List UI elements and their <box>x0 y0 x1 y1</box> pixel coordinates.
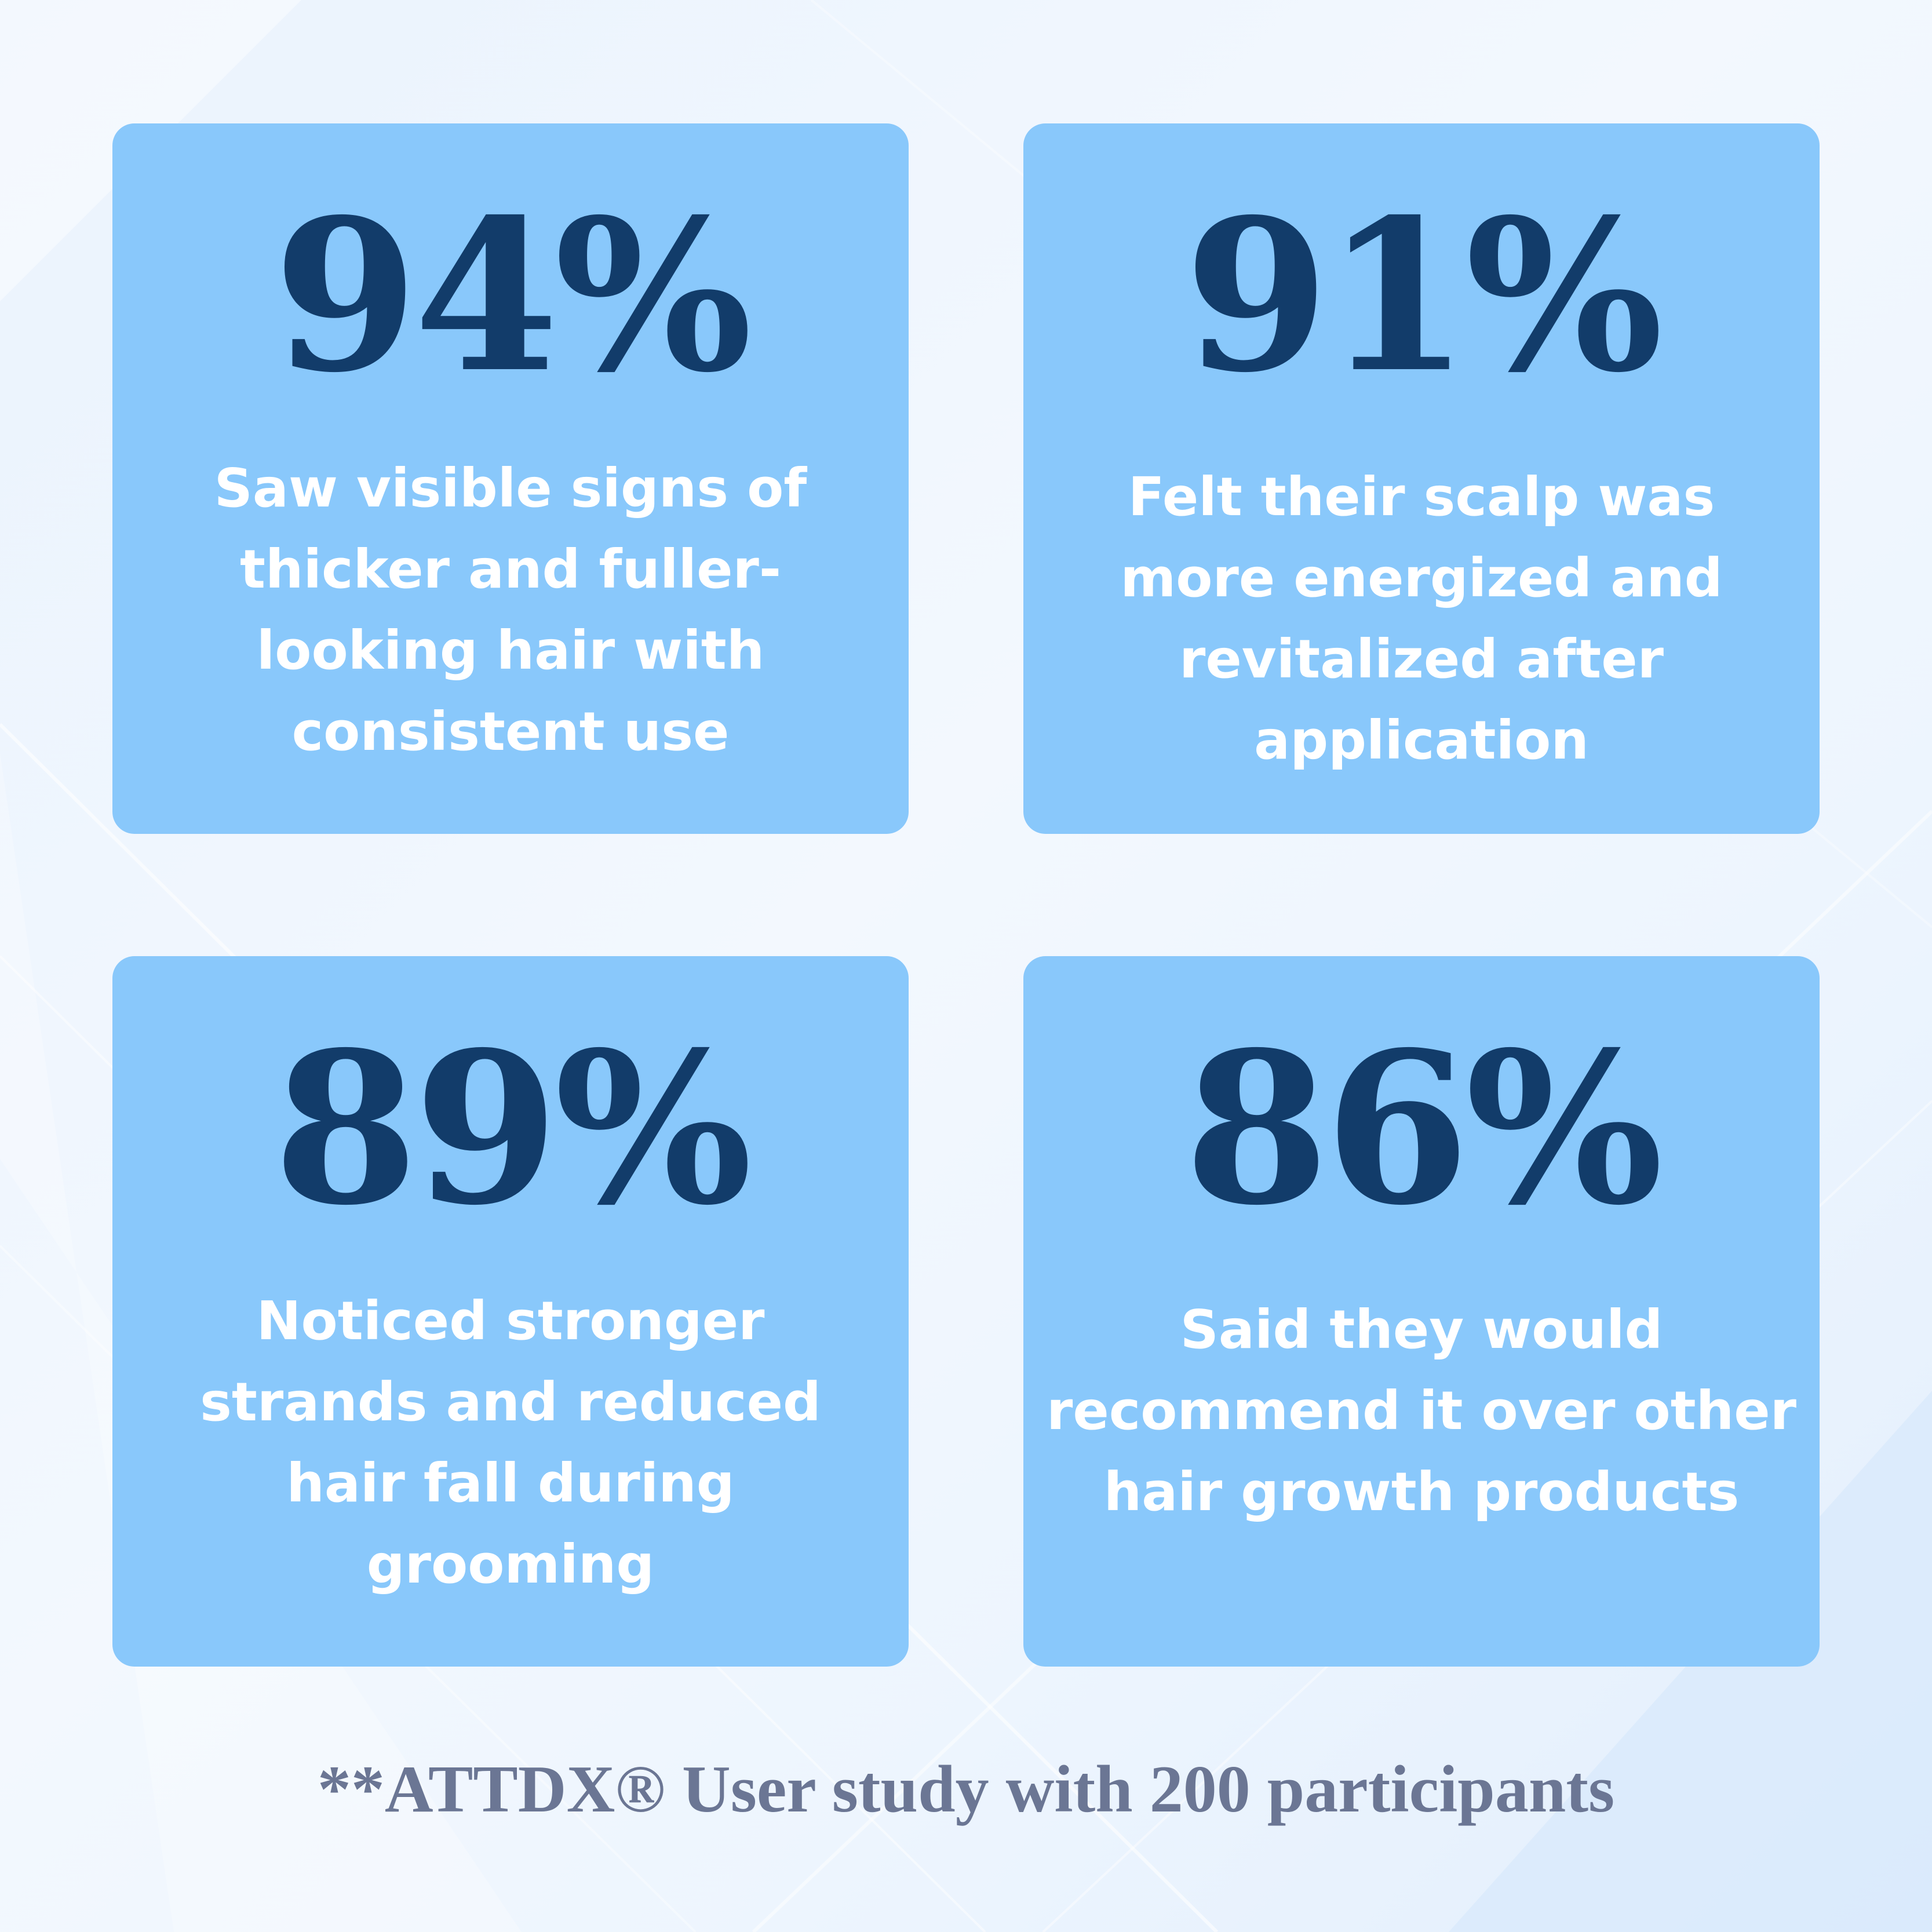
stat-description: Noticed stronger strands and reduced hai… <box>200 1290 821 1595</box>
stat-card: 86% Said they would recommend it over ot… <box>1023 956 1820 1667</box>
stat-value: 91% <box>1184 173 1663 418</box>
stat-value: 89% <box>273 1006 752 1251</box>
stat-card: 89% Noticed stronger strands and reduced… <box>112 956 909 1667</box>
stat-card: 91% Felt their scalp was more energized … <box>1023 123 1820 834</box>
study-footnote: **ATTDX® User study with 200 participant… <box>317 1752 1615 1827</box>
stat-description: Saw visible signs of thicker and fuller-… <box>214 457 807 763</box>
stat-description: Felt their scalp was more energized and … <box>1120 466 1723 771</box>
stat-value: 86% <box>1184 1006 1663 1251</box>
stat-card: 94% Saw visible signs of thicker and ful… <box>112 123 909 834</box>
stat-description: Said they would recommend it over other … <box>1047 1299 1796 1523</box>
stat-value: 94% <box>273 173 752 418</box>
